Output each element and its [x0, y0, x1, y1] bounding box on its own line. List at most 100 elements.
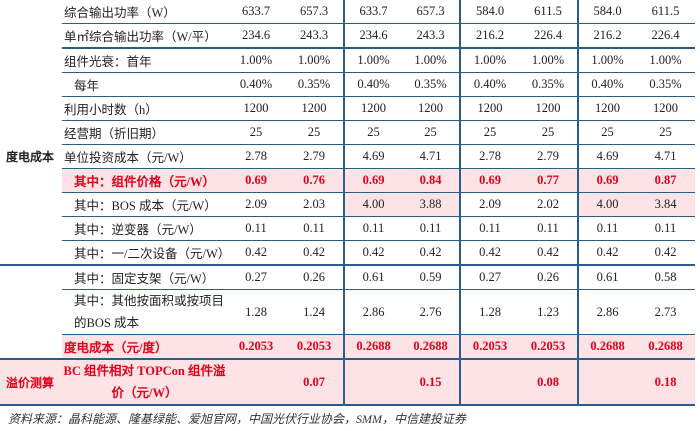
value-cell: 4.00	[577, 192, 636, 217]
value-cell: 657.3	[285, 0, 344, 24]
table-row: 其中：逆变器（元/W） 0.11 0.11 0.11 0.11 0.11 0.11 0.11 0…	[0, 216, 695, 241]
value-cell: 2.76	[402, 289, 460, 335]
value-cell: 1200	[459, 96, 519, 121]
value-cell: 584.0	[459, 0, 519, 24]
table-row: 单㎡综合输出功率（W/平） 234.6 243.3 234.6 243.3 216.2 22…	[0, 23, 695, 49]
row-label: 单㎡综合输出功率（W/平）	[62, 23, 227, 49]
value-cell: 0.69	[343, 168, 402, 193]
table-row: 其中：固定支架（元/W） 0.27 0.26 0.61 0.59 0.27 0.26 0.61…	[0, 265, 695, 360]
value-cell: 2.79	[519, 144, 578, 169]
value-cell: 0.11	[519, 216, 578, 241]
value-cell: 0.40%	[227, 72, 285, 97]
table-row: 其中：BOS 成本（元/W） 2.09 2.03 4.00 3.88 2.09 2.02 4.…	[0, 192, 695, 217]
value-cell: 2.78	[459, 144, 519, 169]
row-label: 其中：其他按面积或按项目的BOS 成本	[62, 289, 227, 335]
value-cell: 0.40%	[577, 72, 636, 97]
value-cell: 4.69	[343, 144, 402, 169]
value-cell: 25	[519, 120, 578, 145]
table-row: 经营期（折旧期） 25 25 25 25 25 25 25 25	[0, 120, 695, 145]
value-cell: 1.00%	[402, 48, 460, 73]
value-cell: 226.4	[519, 23, 578, 49]
value-cell: 2.86	[343, 289, 402, 335]
value-cell: 1.00%	[343, 48, 402, 73]
value-cell: 2.78	[227, 144, 285, 169]
table-row: 度电成本（元/度） 0.2053 0.2053 0.2688 0.2688 0.2053 0…	[0, 334, 695, 360]
value-cell: 0.84	[402, 168, 460, 193]
value-cell: 0.26	[285, 265, 344, 290]
value-cell: 0.35%	[519, 72, 578, 97]
value-cell: 0.69	[577, 168, 636, 193]
value-cell: 1200	[636, 96, 695, 121]
value-cell: 0.69	[227, 168, 285, 193]
value-cell: 243.3	[402, 23, 460, 49]
value-cell: 0.58	[636, 265, 695, 290]
value-cell: 216.2	[577, 23, 636, 49]
value-cell: 2.02	[519, 192, 578, 217]
value-cell: 611.5	[636, 0, 695, 24]
value-cell: 0.35%	[402, 72, 460, 97]
value-cell: 0.11	[402, 216, 460, 241]
value-cell	[343, 359, 402, 406]
row-label: BC 组件相对 TOPCon 组件溢价（元/W）	[62, 359, 227, 406]
value-cell: 1.00%	[459, 48, 519, 73]
value-cell: 0.15	[402, 359, 460, 406]
category-premium: 溢价测算	[0, 359, 62, 406]
value-cell: 25	[227, 120, 285, 145]
value-cell: 1200	[577, 96, 636, 121]
value-cell: 0.2688	[402, 334, 460, 360]
value-cell: 0.11	[285, 216, 344, 241]
value-cell: 243.3	[285, 23, 344, 49]
row-label: 其中：组件价格（元/W）	[62, 168, 227, 193]
value-cell: 0.2053	[459, 334, 519, 360]
value-cell: 0.42	[636, 240, 695, 266]
value-cell: 0.87	[636, 168, 695, 193]
value-cell: 1.00%	[285, 48, 344, 73]
value-cell: 1200	[227, 96, 285, 121]
value-cell: 0.42	[519, 240, 578, 266]
row-label: 其中：固定支架（元/W）	[62, 265, 227, 290]
value-cell: 0.08	[519, 359, 578, 406]
value-cell: 1200	[402, 96, 460, 121]
value-cell: 25	[577, 120, 636, 145]
value-cell: 1200	[285, 96, 344, 121]
value-cell: 1.24	[285, 289, 344, 335]
row-label: 利用小时数（h）	[62, 96, 227, 121]
value-cell: 1200	[519, 96, 578, 121]
value-cell: 1.00%	[636, 48, 695, 73]
value-cell: 0.35%	[636, 72, 695, 97]
table-row: 其中：其他按面积或按项目的BOS 成本 1.28 1.24 2.86 2.76 1.28 1…	[0, 289, 695, 335]
value-cell: 25	[459, 120, 519, 145]
value-cell: 216.2	[459, 23, 519, 49]
value-cell: 25	[636, 120, 695, 145]
value-cell: 1.00%	[577, 48, 636, 73]
value-cell: 0.69	[459, 168, 519, 193]
value-cell: 3.88	[402, 192, 460, 217]
value-cell: 1200	[343, 96, 402, 121]
value-cell: 0.11	[577, 216, 636, 241]
value-cell: 0.42	[227, 240, 285, 266]
value-cell: 0.2688	[343, 334, 402, 360]
value-cell	[459, 359, 519, 406]
value-cell: 0.40%	[343, 72, 402, 97]
value-cell: 657.3	[402, 0, 460, 24]
value-cell: 0.40%	[459, 72, 519, 97]
value-cell: 633.7	[343, 0, 402, 24]
row-label: 其中：一/二次设备（元/W）	[62, 240, 230, 266]
value-cell: 0.42	[577, 240, 636, 266]
category-cell-empty	[0, 265, 62, 360]
value-cell: 0.61	[343, 265, 402, 290]
value-cell: 0.42	[402, 240, 460, 266]
value-cell: 0.11	[343, 216, 402, 241]
value-cell: 234.6	[343, 23, 402, 49]
value-cell	[577, 359, 636, 406]
value-cell: 226.4	[636, 23, 695, 49]
value-cell: 0.42	[285, 240, 344, 266]
row-label: 单位投资成本（元/W）	[62, 144, 227, 169]
value-cell: 4.71	[636, 144, 695, 169]
value-cell: 4.71	[402, 144, 460, 169]
value-cell: 611.5	[519, 0, 578, 24]
value-cell: 2.73	[636, 289, 695, 335]
row-label: 每年	[62, 72, 227, 97]
table-row: 其中：组件价格（元/W） 0.69 0.76 0.69 0.84 0.69 0.77 0.69…	[0, 168, 695, 193]
value-cell: 1.28	[227, 289, 285, 335]
